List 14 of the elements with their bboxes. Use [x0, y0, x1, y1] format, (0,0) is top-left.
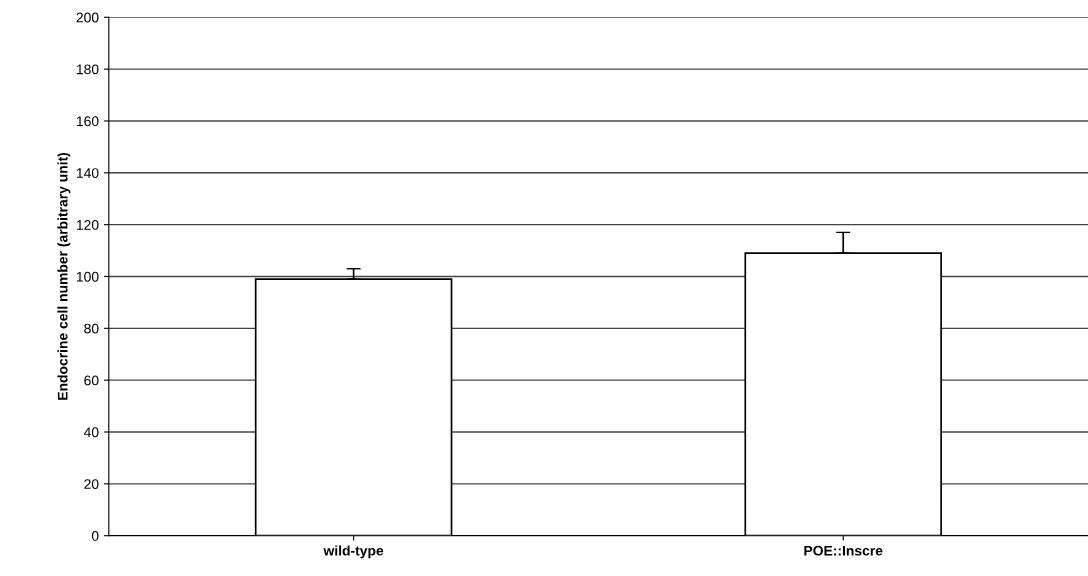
y-axis-title: Endocrine cell number (arbitrary unit) — [57, 152, 71, 400]
y-tick-label: 20 — [84, 479, 99, 490]
y-tick-label: 160 — [76, 116, 99, 127]
y-tick-label: 120 — [76, 219, 99, 230]
y-tick-label: 140 — [76, 168, 99, 178]
y-tick-label: 60 — [84, 375, 99, 386]
y-tick-label: 200 — [76, 12, 99, 23]
x-tick-label: wild-type — [323, 545, 384, 559]
y-tick-label: 80 — [84, 323, 99, 334]
y-tick-label: 40 — [83, 427, 99, 438]
y-tick-label: 100 — [76, 271, 99, 282]
y-tick-label: 0 — [91, 531, 99, 541]
x-tick-label: POE::Inscre — [804, 545, 883, 556]
y-tick-label: 180 — [76, 64, 99, 75]
